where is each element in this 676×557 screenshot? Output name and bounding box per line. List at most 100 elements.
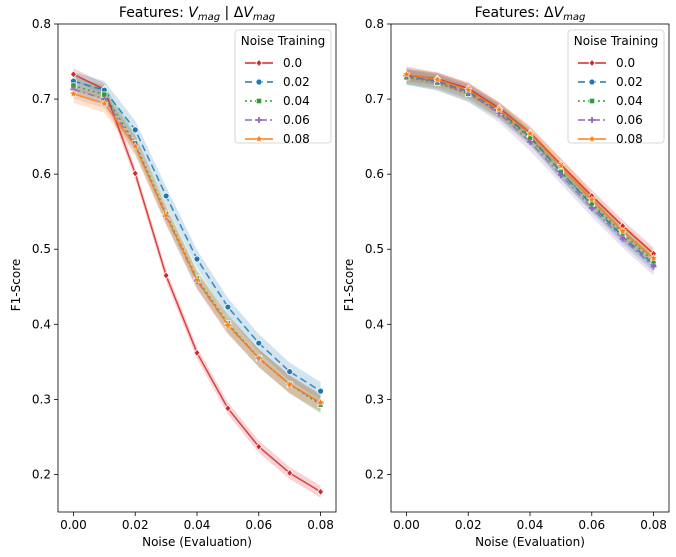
series-lines [69, 70, 325, 496]
confidence-band-0.04 [73, 76, 321, 414]
data-point [224, 404, 232, 413]
y-tick-label: 0.5 [365, 242, 384, 256]
x-tick-label: 0.04 [517, 518, 544, 532]
data-point [317, 387, 324, 395]
chart-title: Features: ΔVmag [475, 5, 586, 23]
x-tick-label: 0.04 [184, 518, 211, 532]
y-axis-ticks: 0.2 0.3 0.4 0.5 0.6 0.7 0.8 [32, 17, 58, 481]
legend-label-0.0: 0.0 [616, 56, 635, 70]
data-point [525, 128, 535, 138]
data-point [316, 397, 325, 407]
legend-label-0.02: 0.02 [616, 75, 643, 89]
legend: Noise Training 0.0 0.02 0.04 0.06 0.08 [567, 29, 665, 146]
plot-area [402, 66, 658, 276]
legend-marker-0.04 [255, 97, 263, 105]
y-tick-label: 0.7 [365, 92, 384, 106]
legend-marker-0.08 [254, 134, 264, 143]
series-markers-0.08 [402, 69, 658, 263]
confidence-band-0.02 [73, 72, 321, 401]
legend-marker-0.06 [589, 117, 595, 123]
series-lines [402, 69, 658, 270]
legend-label-0.04: 0.04 [616, 94, 643, 108]
legend-label-0.0: 0.0 [283, 56, 302, 70]
y-axis-ticks: 0.2 0.3 0.4 0.5 0.6 0.7 0.8 [365, 17, 391, 481]
data-point [131, 169, 139, 178]
y-tick-label: 0.4 [365, 317, 384, 331]
data-point [432, 74, 442, 84]
data-point [556, 161, 566, 170]
legend-marker-0.0 [255, 58, 263, 68]
x-tick-label: 0.06 [245, 518, 272, 532]
y-tick-label: 0.6 [365, 167, 384, 181]
data-point [650, 263, 657, 270]
plot-area [69, 68, 325, 498]
legend-marker-0.02 [255, 78, 263, 86]
data-point [254, 353, 264, 362]
data-point [161, 210, 171, 220]
data-point [286, 368, 294, 376]
x-tick-label: 0.02 [122, 518, 149, 532]
data-point [557, 171, 564, 178]
data-point [619, 235, 626, 242]
data-point [223, 320, 233, 329]
chart-title: Features: Vmag | ΔVmag [119, 5, 275, 23]
x-axis-ticks: 0.00 0.02 0.04 0.06 0.08 [60, 512, 334, 532]
data-point [162, 192, 170, 200]
data-point [618, 226, 628, 235]
legend-marker-0.02 [588, 78, 596, 86]
data-point [193, 255, 201, 263]
data-point [286, 468, 294, 478]
legend-box [234, 29, 332, 144]
confidence-band-0.06 [406, 66, 654, 276]
legend-title: Noise Training [241, 34, 325, 48]
x-tick-label: 0.06 [578, 518, 605, 532]
data-point [494, 104, 504, 114]
legend-marker-0.08 [587, 134, 597, 143]
x-tick-label: 0.00 [60, 518, 87, 532]
chart-left: Features: Vmag | ΔVmag Noise (Evaluation… [9, 5, 337, 549]
legend-label-0.04: 0.04 [283, 94, 310, 108]
x-tick-label: 0.00 [393, 518, 420, 532]
y-tick-label: 0.4 [32, 317, 51, 331]
y-tick-label: 0.3 [365, 392, 384, 406]
data-point [224, 303, 232, 311]
data-point [162, 271, 170, 280]
chart-right: Features: ΔVmag Noise (Evaluation) F1-Sc… [342, 5, 670, 549]
legend: Noise Training 0.0 0.02 0.04 0.06 0.08 [234, 29, 332, 146]
confidence-bands [406, 66, 654, 276]
y-tick-label: 0.7 [32, 92, 51, 106]
data-point [402, 69, 411, 79]
data-point [131, 126, 139, 134]
data-point [527, 138, 533, 145]
data-point [649, 253, 658, 263]
y-tick-label: 0.6 [32, 167, 51, 181]
data-point [255, 442, 263, 451]
x-tick-label: 0.08 [640, 518, 667, 532]
legend-label-0.08: 0.08 [616, 132, 643, 146]
series-markers-0.08 [69, 89, 325, 407]
legend-label-0.06: 0.06 [283, 113, 310, 127]
legend-title: Noise Training [574, 34, 658, 48]
data-point [463, 85, 473, 94]
y-tick-label: 0.8 [365, 17, 384, 31]
x-axis-label: Noise (Evaluation) [475, 535, 585, 549]
data-point [69, 89, 78, 98]
legend-marker-0.0 [588, 58, 596, 68]
legend-label-0.08: 0.08 [283, 132, 310, 146]
y-axis-label: F1-Score [342, 259, 356, 311]
legend-marker-0.06 [256, 117, 262, 123]
data-point [285, 379, 295, 389]
legend-marker-0.04 [588, 97, 596, 105]
legend-label-0.06: 0.06 [616, 113, 643, 127]
x-tick-label: 0.02 [455, 518, 482, 532]
y-tick-label: 0.3 [32, 392, 51, 406]
y-tick-label: 0.5 [32, 242, 51, 256]
data-point [587, 195, 597, 204]
data-point [588, 204, 595, 211]
data-point [192, 275, 202, 284]
x-tick-label: 0.08 [307, 518, 334, 532]
y-tick-label: 0.2 [365, 467, 384, 481]
y-tick-label: 0.8 [32, 17, 51, 31]
